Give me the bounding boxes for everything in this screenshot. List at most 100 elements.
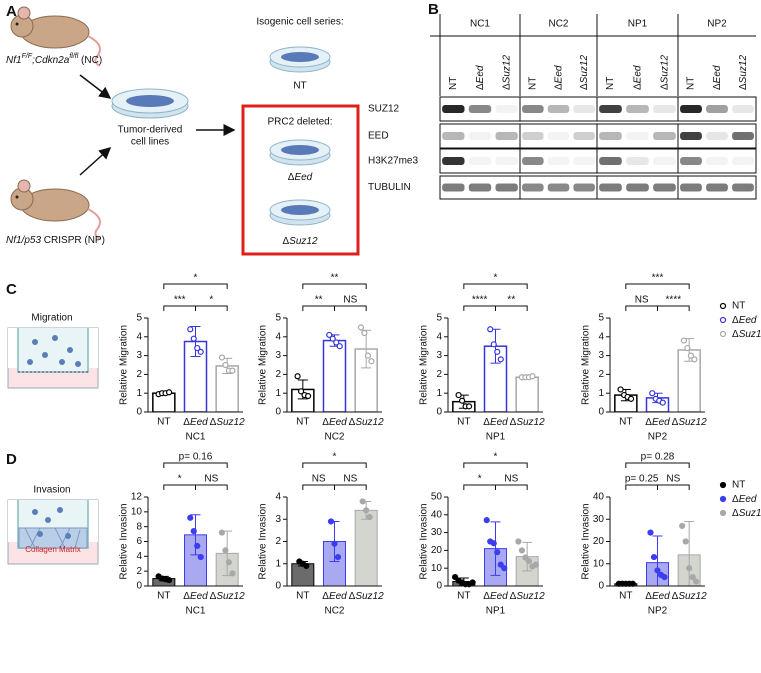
- blot-band: [547, 132, 570, 140]
- data-point: [458, 397, 466, 404]
- axis: [147, 318, 243, 413]
- plot-area: [452, 328, 539, 412]
- y-tick-label: 4: [136, 331, 142, 342]
- significance-label: ***: [652, 273, 664, 284]
- x-tick-label: ΔEed: [322, 417, 347, 428]
- y-tick-label: 1: [436, 388, 442, 399]
- significance-bracket: [657, 484, 690, 490]
- x-tick-label: ΔEed: [322, 591, 347, 602]
- panel-label: A: [6, 3, 17, 20]
- y-tick-label: 0: [275, 407, 281, 418]
- group-label: NP2: [707, 19, 727, 30]
- data-point: [297, 388, 305, 395]
- blot-band: [573, 183, 595, 192]
- data-point: [659, 399, 666, 406]
- blot-band: [495, 105, 518, 113]
- blot-band: [599, 105, 622, 113]
- y-tick-label: 2: [136, 566, 142, 577]
- significance-label: p= 0.25: [625, 474, 659, 485]
- data-point: [617, 386, 624, 393]
- significance-label: **: [507, 295, 515, 306]
- data-point: [680, 337, 688, 344]
- y-tick-label: 30: [593, 514, 605, 525]
- chart-title: NC2: [324, 432, 344, 443]
- lane-label: NT: [686, 77, 697, 90]
- significance-bracket: [463, 283, 528, 289]
- data-point: [661, 573, 668, 581]
- data-point: [469, 579, 476, 586]
- data-point: [357, 324, 365, 331]
- blot-band: [706, 157, 728, 165]
- x-tick-label: ΔEed: [483, 591, 508, 602]
- data-point: [654, 567, 661, 574]
- x-tick-label: NT: [157, 591, 170, 602]
- data-point: [194, 344, 201, 352]
- data-point: [187, 514, 194, 521]
- significance-label: *: [494, 452, 498, 463]
- y-tick-label: 2: [436, 369, 442, 380]
- data-point: [336, 343, 343, 350]
- mouse-label: Nf1/p53 CRISPR (NP): [6, 235, 105, 246]
- lane-label: NT: [605, 77, 616, 90]
- data-point: [525, 557, 533, 565]
- blot-band: [547, 183, 570, 192]
- dish-label: Tumor-derived: [118, 125, 183, 136]
- panel-label: D: [6, 451, 17, 468]
- lane-label: ΔSuz12: [659, 55, 670, 90]
- lane-label: ΔEed: [712, 65, 723, 90]
- data-point: [650, 553, 658, 561]
- lane-label: NT: [527, 77, 538, 90]
- label-part: CRISPR (NP): [41, 235, 105, 246]
- chart-title: NP1: [486, 432, 506, 443]
- data-point: [329, 335, 336, 342]
- x-tick-label: ΔEed: [183, 417, 208, 428]
- y-tick-label: 1: [275, 388, 281, 399]
- bar-chart: 0 1 2 3 4 5 Relative Migration NT ΔEed ΔSuz12 NC1 *…: [119, 273, 245, 443]
- significance-bracket: [302, 484, 335, 490]
- protein-label: TUBULIN: [368, 182, 411, 193]
- significance-bracket: [195, 484, 228, 490]
- blot-band: [599, 132, 622, 140]
- significance-bracket: [625, 462, 690, 468]
- data-point: [465, 403, 473, 410]
- lane-label: ΔSuz12: [501, 55, 512, 90]
- series-title: Isogenic cell series:: [256, 17, 343, 28]
- significance-label: *: [494, 273, 498, 284]
- blot-band: [732, 183, 754, 192]
- data-point: [529, 373, 536, 380]
- data-point: [494, 549, 501, 556]
- data-point: [364, 352, 372, 359]
- lane-label: NT: [448, 77, 459, 90]
- data-point: [218, 354, 226, 361]
- significance-bracket: [302, 283, 367, 289]
- lane-label: ΔSuz12: [579, 55, 590, 90]
- panel-label: B: [428, 1, 439, 18]
- dish-label: ΔSuz12: [282, 236, 317, 247]
- significance-label: ****: [472, 295, 488, 306]
- assay-label: Migration: [31, 313, 72, 324]
- y-tick-label: 6: [136, 536, 142, 547]
- data-point: [194, 542, 201, 550]
- bar: [291, 563, 315, 586]
- data-point: [490, 341, 497, 348]
- significance-label: NS: [343, 295, 357, 306]
- y-tick-label: 20: [431, 545, 443, 556]
- mouse-label: Nf1F/F;Cdkn2afl/fl (NC): [6, 53, 102, 66]
- data-point: [359, 498, 366, 505]
- axis: [609, 318, 705, 413]
- x-tick-label: ΔSuz12: [510, 417, 545, 428]
- significance-bracket: [495, 305, 528, 311]
- significance-label: NS: [504, 474, 518, 485]
- y-axis-title: Relative Invasion: [258, 503, 269, 579]
- y-axis-title: Relative Invasion: [581, 503, 592, 579]
- significance-bracket: [463, 462, 528, 468]
- plot-area: [152, 514, 239, 586]
- blot-band: [732, 157, 754, 165]
- error-bar: [361, 329, 372, 369]
- y-tick-label: 10: [131, 506, 143, 517]
- blot-band: [653, 105, 676, 113]
- significance-bracket: [495, 484, 528, 490]
- x-tick-label: ΔSuz12: [210, 417, 245, 428]
- error-bar: [490, 521, 501, 576]
